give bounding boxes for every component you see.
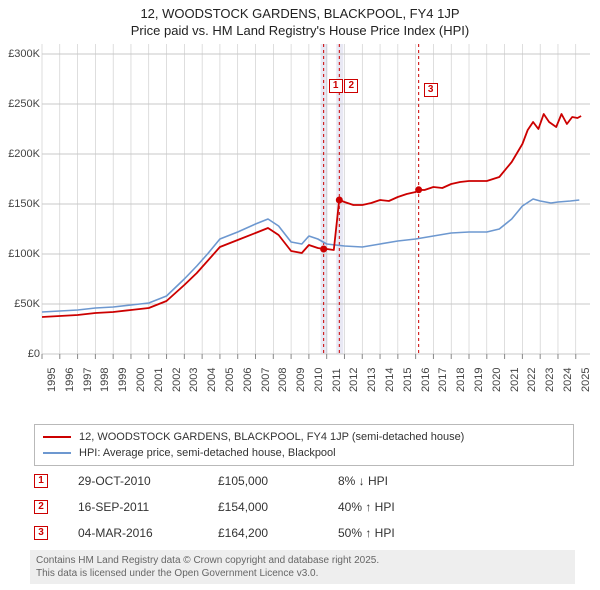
x-axis-label: 2014 bbox=[384, 368, 396, 392]
x-axis-label: 2012 bbox=[348, 368, 360, 392]
x-axis-label: 2006 bbox=[242, 368, 254, 392]
transaction-change: 40% ↑ HPI bbox=[338, 500, 458, 514]
x-axis-label: 2003 bbox=[188, 368, 200, 392]
footer-line2: This data is licensed under the Open Gov… bbox=[36, 567, 569, 580]
transaction-row: 3 04-MAR-2016£164,20050% ↑ HPI bbox=[34, 520, 574, 546]
x-axis-label: 2004 bbox=[206, 368, 218, 392]
x-axis-label: 2017 bbox=[437, 368, 449, 392]
transaction-marker-box: 2 bbox=[34, 500, 48, 514]
transaction-row: 1 29-OCT-2010£105,0008% ↓ HPI bbox=[34, 468, 574, 494]
legend-swatch bbox=[43, 436, 71, 438]
y-axis-label: £0 bbox=[0, 348, 40, 360]
legend-item: HPI: Average price, semi-detached house,… bbox=[43, 445, 565, 461]
x-axis-label: 2010 bbox=[313, 368, 325, 392]
x-axis-label: 2021 bbox=[509, 368, 521, 392]
x-axis-label: 2009 bbox=[295, 368, 307, 392]
x-axis-label: 2001 bbox=[153, 368, 165, 392]
x-axis-label: 2016 bbox=[420, 368, 432, 392]
chart-title-block: 12, WOODSTOCK GARDENS, BLACKPOOL, FY4 1J… bbox=[0, 0, 600, 40]
legend-swatch bbox=[43, 452, 71, 454]
x-axis-label: 1996 bbox=[64, 368, 76, 392]
transaction-price: £164,200 bbox=[218, 526, 338, 540]
y-axis-label: £300K bbox=[0, 48, 40, 60]
x-axis-label: 2018 bbox=[455, 368, 467, 392]
transaction-table: 1 29-OCT-2010£105,0008% ↓ HPI 2 16-SEP-2011… bbox=[34, 468, 574, 546]
title-address: 12, WOODSTOCK GARDENS, BLACKPOOL, FY4 1J… bbox=[0, 6, 600, 21]
x-axis-label: 1995 bbox=[46, 368, 58, 392]
y-axis-label: £200K bbox=[0, 148, 40, 160]
axis-labels-layer: £0 £50K £100K £150K £200K £250K £300K 1995 1996 1… bbox=[0, 44, 600, 420]
y-axis-label: £100K bbox=[0, 248, 40, 260]
x-axis-label: 2022 bbox=[526, 368, 538, 392]
transaction-date: 16-SEP-2011 bbox=[78, 500, 218, 514]
x-axis-label: 2019 bbox=[473, 368, 485, 392]
title-subtitle: Price paid vs. HM Land Registry's House … bbox=[0, 23, 600, 38]
transaction-change: 8% ↓ HPI bbox=[338, 474, 458, 488]
x-axis-label: 2024 bbox=[562, 368, 574, 392]
y-axis-label: £250K bbox=[0, 98, 40, 110]
transaction-marker-box: 1 bbox=[34, 474, 48, 488]
x-axis-label: 1997 bbox=[82, 368, 94, 392]
x-axis-label: 2005 bbox=[224, 368, 236, 392]
x-axis-label: 2011 bbox=[331, 368, 343, 392]
x-axis-label: 2007 bbox=[260, 368, 272, 392]
transaction-date: 29-OCT-2010 bbox=[78, 474, 218, 488]
x-axis-label: 2002 bbox=[171, 368, 183, 392]
transaction-marker-3: 3 bbox=[424, 83, 438, 97]
legend-label: 12, WOODSTOCK GARDENS, BLACKPOOL, FY4 1J… bbox=[79, 431, 464, 443]
transaction-change: 50% ↑ HPI bbox=[338, 526, 458, 540]
chart-area: £0 £50K £100K £150K £200K £250K £300K 1995 1996 1… bbox=[0, 44, 600, 420]
legend-label: HPI: Average price, semi-detached house,… bbox=[79, 447, 336, 459]
transaction-marker-2: 2 bbox=[344, 79, 358, 93]
legend-box: 12, WOODSTOCK GARDENS, BLACKPOOL, FY4 1J… bbox=[34, 424, 574, 466]
x-axis-label: 2000 bbox=[135, 368, 147, 392]
transaction-price: £105,000 bbox=[218, 474, 338, 488]
legend-item: 12, WOODSTOCK GARDENS, BLACKPOOL, FY4 1J… bbox=[43, 429, 565, 445]
x-axis-label: 2015 bbox=[402, 368, 414, 392]
x-axis-label: 2020 bbox=[491, 368, 503, 392]
x-axis-label: 1999 bbox=[117, 368, 129, 392]
x-axis-label: 1998 bbox=[99, 368, 111, 392]
x-axis-label: 2013 bbox=[366, 368, 378, 392]
y-axis-label: £150K bbox=[0, 198, 40, 210]
x-axis-label: 2008 bbox=[277, 368, 289, 392]
x-axis-label: 2025 bbox=[580, 368, 592, 392]
transaction-marker-1: 1 bbox=[329, 79, 343, 93]
transaction-row: 2 16-SEP-2011£154,00040% ↑ HPI bbox=[34, 494, 574, 520]
transaction-date: 04-MAR-2016 bbox=[78, 526, 218, 540]
y-axis-label: £50K bbox=[0, 298, 40, 310]
transaction-marker-box: 3 bbox=[34, 526, 48, 540]
transaction-price: £154,000 bbox=[218, 500, 338, 514]
x-axis-label: 2023 bbox=[544, 368, 556, 392]
attribution-footer: Contains HM Land Registry data © Crown c… bbox=[30, 550, 575, 584]
footer-line1: Contains HM Land Registry data © Crown c… bbox=[36, 554, 569, 567]
